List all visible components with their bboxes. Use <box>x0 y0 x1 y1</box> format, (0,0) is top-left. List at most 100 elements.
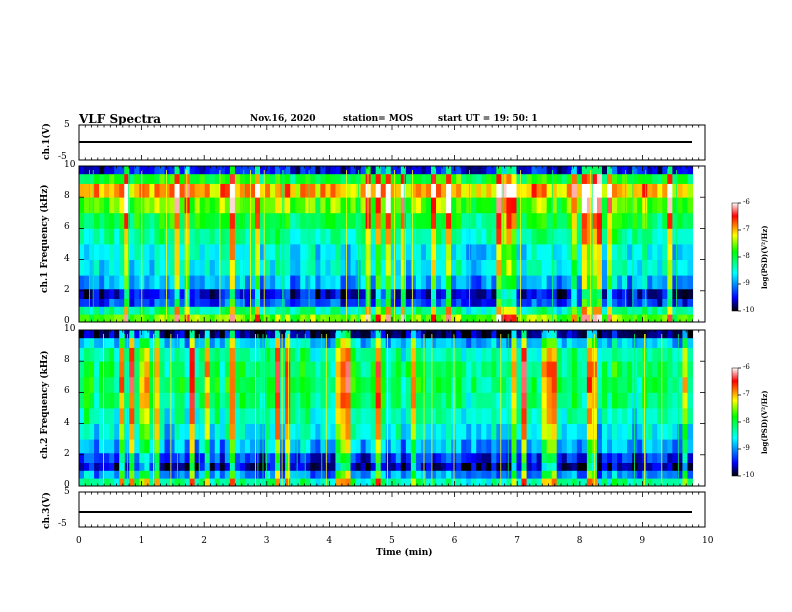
spectrogram-cell <box>581 376 588 393</box>
spectrogram-cell <box>546 314 553 323</box>
spectrogram-cell <box>285 423 291 440</box>
spectrogram-cell <box>652 439 658 454</box>
spectrogram-cell <box>154 452 161 463</box>
spectrogram-cell <box>94 337 100 348</box>
spectrogram-cell <box>536 423 543 440</box>
spectrogram-cell <box>255 288 261 299</box>
spectrogram-cell <box>627 212 633 229</box>
spectrogram-cell <box>501 408 508 424</box>
spectrogram-cell <box>325 462 332 471</box>
spectrogram-cell <box>456 452 462 463</box>
spectrogram-cell <box>209 392 216 409</box>
spectrogram-cell <box>154 197 161 214</box>
spectrogram-cell <box>672 361 678 378</box>
spectrogram-cell <box>682 197 689 214</box>
spectrogram-cell <box>315 275 321 290</box>
spectrogram-cell <box>481 298 487 307</box>
spectrogram-cell <box>516 376 523 393</box>
spectrogram-cell <box>496 166 502 175</box>
spectrogram-cell <box>395 183 402 198</box>
spectrogram-cell <box>420 306 427 315</box>
spectrogram-cell <box>109 314 115 323</box>
spectrogram-cell <box>566 462 573 471</box>
spectrogram-cell <box>410 347 417 362</box>
spectrogram-cell <box>516 392 523 409</box>
spectrogram-cell <box>99 173 105 184</box>
spectrogram-cell <box>476 439 482 454</box>
spectrogram-cell <box>109 173 115 184</box>
spectrogram-cell <box>209 408 216 424</box>
spectrogram-cell <box>134 166 140 175</box>
spectrogram-cell <box>405 288 412 299</box>
spectrogram-cell <box>395 337 402 348</box>
spectrogram-cell <box>300 173 306 184</box>
spectrogram-cell <box>677 408 684 424</box>
spectrogram-cell <box>607 288 613 299</box>
spectrogram-cell <box>632 470 638 479</box>
spectrogram-cell <box>275 259 281 276</box>
date-label: Nov.16, 2020 <box>250 114 316 124</box>
spectrogram-cell <box>219 361 226 378</box>
spectrogram-cell <box>446 361 452 378</box>
spectrogram-cell <box>642 228 648 245</box>
spectrogram-cell <box>486 478 492 487</box>
spectrogram-cell <box>627 330 633 339</box>
spectrogram-cell <box>350 361 357 378</box>
spectrogram-cell <box>667 275 673 290</box>
spectrogram-cell <box>194 298 201 307</box>
spectrogram-cell <box>682 228 689 245</box>
spectrogram-cell <box>370 470 377 479</box>
spectrogram-cell <box>229 337 236 348</box>
spectrogram-cell <box>310 288 316 299</box>
spectrogram-cell <box>370 212 377 229</box>
spectrogram-cell <box>219 439 226 454</box>
spectrogram-cell <box>410 244 417 260</box>
spectrogram-cell <box>596 166 603 175</box>
spectrogram-cell <box>219 166 226 175</box>
spectrogram-cell <box>310 392 316 409</box>
spectrogram-cell <box>496 314 502 323</box>
spectrogram-cell <box>340 298 347 307</box>
spectrogram-cell <box>330 306 337 315</box>
spectrogram-cell <box>576 275 583 290</box>
y-tick-label: 10 <box>64 160 76 170</box>
spectrogram-cell <box>365 452 372 463</box>
spectrogram-cell <box>199 212 206 229</box>
spectrogram-cell <box>305 423 311 440</box>
spectrogram-cell <box>99 275 105 290</box>
spectrogram-cell <box>280 470 286 479</box>
spectrogram-cell <box>612 314 618 323</box>
spectrogram-cell <box>164 197 171 214</box>
spectrogram-cell <box>456 314 462 323</box>
spectrogram-cell <box>667 306 673 315</box>
spectrogram-cell <box>566 439 573 454</box>
spectrogram-cell <box>677 376 684 393</box>
spectrogram-cell <box>255 212 261 229</box>
spectrogram-cell <box>310 259 316 276</box>
spectrogram-cell <box>350 228 357 245</box>
spectrogram-cell <box>526 462 533 471</box>
spectrogram-cell <box>441 244 447 260</box>
spectrogram-cell <box>184 347 191 362</box>
spectrogram-cell <box>129 361 135 378</box>
spectrogram-cell <box>546 470 553 479</box>
spectrogram-cell <box>466 337 472 348</box>
spectrogram-cell <box>330 462 337 471</box>
spectrogram-cell <box>119 337 125 348</box>
spectrogram-cell <box>390 408 397 424</box>
spectrogram-cell <box>667 259 673 276</box>
spectrogram-cell <box>260 173 266 184</box>
spectrogram-cell <box>561 298 568 307</box>
spectrogram-cell <box>239 439 246 454</box>
spectrogram-cell <box>390 166 397 175</box>
spectrogram-cell <box>355 423 362 440</box>
spectrogram-cell <box>677 183 684 198</box>
spectrogram-cell <box>390 347 397 362</box>
spectrogram-cell <box>431 259 437 276</box>
spectrogram-cell <box>400 183 407 198</box>
spectrogram-cell <box>672 314 678 323</box>
spectrogram-cell <box>134 347 140 362</box>
spectrogram-cell <box>526 423 533 440</box>
spectrogram-cell <box>687 470 694 479</box>
spectrogram-cell <box>566 330 573 339</box>
